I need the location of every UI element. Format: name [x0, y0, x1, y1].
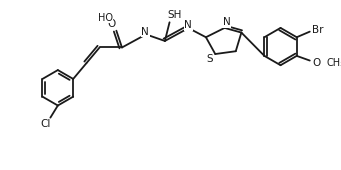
Text: S: S	[206, 54, 213, 64]
Text: O: O	[107, 19, 116, 29]
Text: Br: Br	[312, 25, 324, 35]
Text: N: N	[184, 20, 192, 30]
Text: O: O	[312, 58, 321, 68]
Text: N: N	[223, 17, 230, 27]
Text: CH₃: CH₃	[327, 58, 341, 68]
Text: N: N	[142, 27, 149, 37]
Text: Cl: Cl	[41, 119, 51, 129]
Text: SH: SH	[167, 10, 181, 20]
Text: HO: HO	[98, 13, 113, 23]
